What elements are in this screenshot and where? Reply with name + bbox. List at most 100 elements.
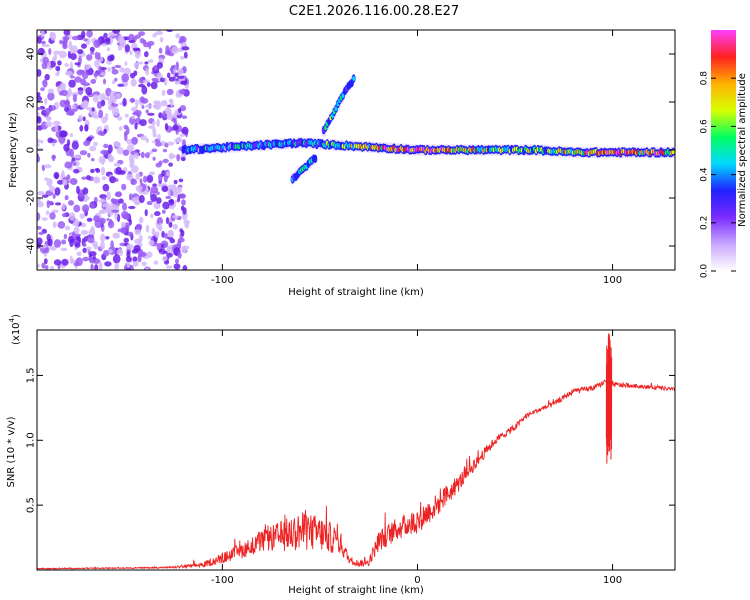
noise-speckle: [83, 197, 88, 202]
noise-speckle: [37, 153, 40, 163]
noise-speckle: [149, 171, 155, 176]
noise-speckle: [124, 113, 129, 118]
noise-speckle: [162, 255, 168, 262]
snr-chart: -100 0 100 0.5 1.0 1.5 (x104) Height of strai…: [6, 314, 676, 596]
noise-speckle: [37, 69, 42, 77]
snr-series-line: [37, 377, 675, 570]
noise-speckle: [74, 62, 81, 66]
noise-speckle: [167, 141, 175, 146]
noise-speckle: [113, 162, 121, 167]
noise-speckle: [154, 211, 161, 217]
noise-speckle: [137, 254, 142, 263]
noise-speckle: [64, 195, 69, 201]
noise-speckle: [92, 94, 99, 103]
noise-speckle: [89, 145, 97, 152]
noise-speckle: [108, 98, 112, 106]
noise-speckle: [90, 168, 95, 174]
noise-speckle: [151, 148, 158, 153]
noise-speckle: [63, 233, 68, 240]
noise-speckle: [62, 213, 67, 218]
noise-speckle: [118, 198, 124, 204]
noise-speckle: [85, 87, 93, 96]
noise-speckle: [53, 259, 62, 266]
noise-speckle: [138, 61, 144, 65]
spectrogram-x-label: Height of straight line (km): [288, 287, 424, 298]
noise-speckle: [158, 222, 162, 230]
noise-speckle: [93, 39, 101, 48]
noise-speckle: [75, 257, 83, 266]
noise-speckle: [138, 194, 145, 204]
noise-speckle: [155, 30, 164, 36]
noise-speckle: [146, 251, 153, 258]
noise-speckle: [89, 251, 97, 257]
noise-speckle: [117, 83, 125, 87]
noise-speckle: [94, 51, 99, 60]
noise-speckle: [93, 215, 101, 223]
noise-speckle: [46, 200, 54, 205]
noise-speckle: [87, 235, 95, 244]
noise-speckle: [159, 77, 165, 83]
spectrogram-x-tick-label: -100: [211, 275, 234, 286]
noise-speckle: [82, 116, 86, 122]
noise-speckle: [145, 68, 149, 76]
noise-speckle: [126, 261, 131, 269]
noise-speckle: [122, 202, 127, 211]
noise-speckle: [161, 209, 166, 214]
noise-speckle: [158, 47, 163, 54]
noise-speckle: [111, 209, 120, 213]
noise-speckle: [98, 199, 106, 203]
noise-speckle: [100, 233, 106, 243]
noise-speckle: [158, 112, 163, 119]
noise-speckle: [90, 263, 94, 270]
noise-speckle: [165, 107, 170, 115]
noise-speckle: [179, 105, 187, 112]
noise-speckle: [37, 263, 40, 269]
snr-x-tick-label: 100: [603, 575, 622, 586]
noise-speckle: [108, 144, 113, 154]
noise-speckle: [78, 114, 83, 122]
noise-speckle: [82, 71, 89, 80]
noise-speckle: [79, 125, 84, 132]
noise-speckle: [61, 170, 65, 177]
noise-speckle: [179, 80, 188, 85]
noise-speckle: [148, 240, 155, 246]
noise-speckle: [46, 178, 53, 187]
noise-speckle: [53, 50, 61, 55]
noise-speckle: [152, 120, 156, 127]
colorbar-tick-label: 0.4: [700, 167, 710, 182]
noise-speckle: [174, 72, 179, 77]
noise-speckle: [126, 250, 131, 258]
noise-speckle: [146, 82, 151, 87]
noise-speckle: [177, 252, 182, 259]
colorbar: 0.0 0.2 0.4 0.6 0.8 Normalized spectral ampl…: [700, 30, 748, 278]
colorbar-tick-label: 0.6: [700, 119, 710, 134]
noise-speckle: [47, 88, 55, 94]
noise-speckle: [130, 78, 137, 87]
noise-speckle: [37, 116, 42, 124]
noise-speckle: [82, 187, 89, 195]
noise-speckle: [178, 186, 183, 193]
spectrogram-y-label: Frequency (Hz): [8, 112, 19, 188]
noise-speckle: [166, 114, 174, 120]
noise-speckle: [148, 125, 155, 129]
noise-speckle: [68, 40, 73, 50]
noise-speckle: [71, 35, 80, 41]
noise-speckle: [134, 228, 142, 236]
noise-speckle: [114, 64, 122, 69]
noise-speckle: [109, 176, 116, 184]
noise-speckle: [99, 217, 106, 225]
noise-speckle: [167, 188, 171, 197]
noise-speckle: [73, 226, 80, 234]
noise-speckle: [166, 171, 170, 177]
noise-speckle: [103, 78, 106, 85]
noise-speckle: [89, 46, 95, 53]
noise-speckle: [107, 67, 111, 72]
noise-speckle: [166, 30, 174, 33]
noise-speckle: [61, 203, 66, 211]
noise-speckle: [57, 221, 66, 229]
noise-speckle: [181, 199, 186, 206]
noise-speckle: [159, 36, 164, 43]
noise-speckle: [42, 79, 48, 88]
noise-speckle: [77, 49, 84, 55]
noise-speckle: [123, 213, 129, 220]
